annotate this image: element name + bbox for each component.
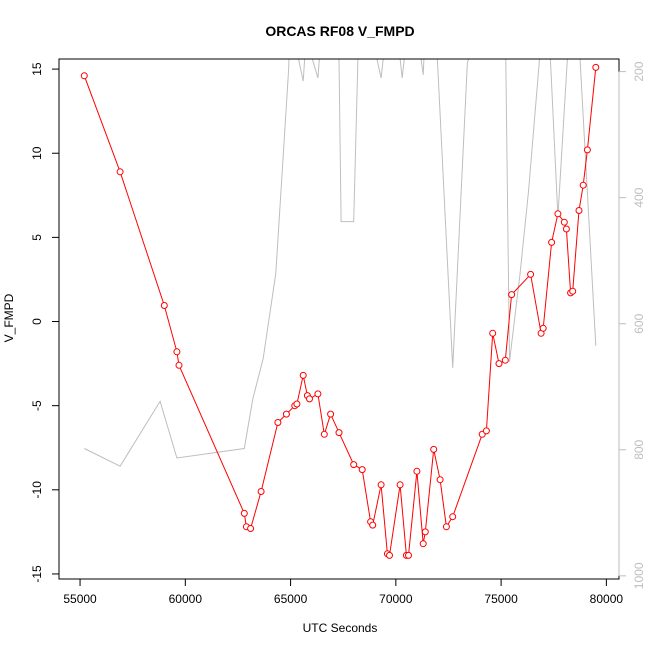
secondary-tick-label: 600 <box>632 313 646 333</box>
data-point <box>396 481 404 489</box>
data-point <box>583 146 591 154</box>
secondary-tick-label: 1000 <box>632 562 646 589</box>
x-tick-label: 60000 <box>169 592 203 606</box>
data-point <box>369 521 377 529</box>
x-tick-label: 80000 <box>590 592 624 606</box>
data-point <box>306 395 313 403</box>
data-point <box>116 168 124 176</box>
data-point <box>508 291 516 299</box>
secondary-tick-label: 400 <box>632 187 646 207</box>
data-point <box>495 360 503 368</box>
data-point <box>421 528 429 536</box>
data-point <box>569 287 577 295</box>
data-point <box>335 429 343 437</box>
y-tick-label: -15 <box>30 565 44 583</box>
data-point <box>413 467 421 475</box>
x-tick-label: 65000 <box>274 592 308 606</box>
data-point <box>592 63 600 71</box>
x-tick-label: 75000 <box>484 592 518 606</box>
data-point <box>430 445 438 453</box>
x-axis: 55000 60000 65000 70000 75000 80000 <box>63 578 624 606</box>
data-point <box>501 356 509 364</box>
data-point <box>175 361 183 369</box>
primary-series <box>80 63 600 559</box>
data-point <box>327 410 335 418</box>
data-point <box>160 302 168 309</box>
data-point <box>560 218 568 226</box>
data-point <box>173 348 181 356</box>
data-point <box>386 551 393 559</box>
data-point <box>527 270 535 278</box>
data-point <box>240 509 248 517</box>
data-point <box>274 419 282 426</box>
data-point <box>482 427 490 435</box>
data-point <box>299 371 307 379</box>
data-point <box>293 400 301 408</box>
y-tick-label: 10 <box>30 146 44 160</box>
secondary-tick-label: 200 <box>632 61 646 81</box>
data-point <box>80 72 88 80</box>
chart-title: ORCAS RF08 V_FMPD <box>265 23 414 39</box>
data-point <box>579 181 587 189</box>
y-tick-label: 0 <box>30 318 44 325</box>
data-point <box>282 410 290 418</box>
y-tick-label: -5 <box>30 400 44 411</box>
secondary-y-axis: 200 400 600 800 1000 <box>618 61 646 589</box>
data-point <box>257 488 265 495</box>
data-point <box>377 481 385 489</box>
y-axis: -15 -10 -5 0 5 10 15 <box>30 62 60 583</box>
y-tick-label: -10 <box>30 481 44 499</box>
data-point <box>539 324 547 332</box>
data-point <box>436 476 444 484</box>
data-point <box>548 238 556 246</box>
data-point <box>449 513 457 521</box>
x-axis-label: UTC Seconds <box>303 621 378 635</box>
data-point <box>350 461 358 469</box>
data-point <box>489 329 497 337</box>
y-tick-label: 15 <box>30 62 44 76</box>
plot-frame <box>58 58 620 580</box>
secondary-series <box>84 59 597 467</box>
data-point <box>405 551 412 559</box>
data-point <box>314 390 322 398</box>
x-tick-label: 70000 <box>379 592 413 606</box>
data-point <box>575 207 583 214</box>
data-point <box>554 210 562 218</box>
secondary-series-line <box>84 59 597 467</box>
data-point <box>320 430 328 438</box>
secondary-tick-label: 800 <box>632 439 646 459</box>
x-tick-label: 55000 <box>63 592 97 606</box>
data-point <box>358 466 366 474</box>
data-point <box>247 525 255 532</box>
y-axis-label: V_FMPD <box>2 293 16 342</box>
data-point <box>562 225 570 233</box>
data-point <box>442 523 450 531</box>
y-tick-label: 5 <box>30 234 44 241</box>
data-point <box>419 540 427 548</box>
